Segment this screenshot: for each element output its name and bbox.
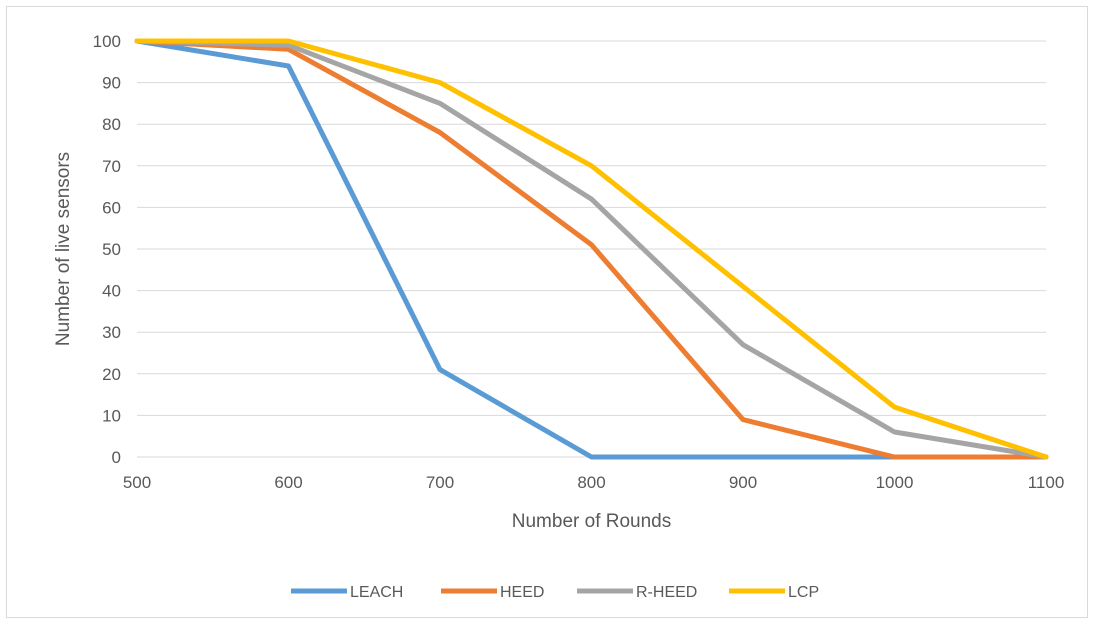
y-tick-label: 80	[102, 115, 121, 134]
legend-label: HEED	[500, 584, 544, 601]
y-tick-label: 20	[102, 365, 121, 384]
y-tick-label: 90	[102, 74, 121, 93]
y-tick-label: 100	[93, 32, 121, 51]
legend-item-lcp: LCP	[729, 584, 819, 601]
legend-label: R-HEED	[636, 584, 697, 601]
x-tick-label: 600	[274, 473, 302, 492]
y-axis-title: Number of live sensors	[53, 152, 74, 346]
x-tick-label: 800	[577, 473, 605, 492]
x-tick-label: 900	[729, 473, 757, 492]
y-tick-label: 60	[102, 198, 121, 217]
x-tick-label: 1000	[876, 473, 914, 492]
y-tick-label: 70	[102, 157, 121, 176]
gridlines	[137, 40, 1046, 458]
x-tick-label: 500	[123, 473, 151, 492]
legend-label: LEACH	[350, 584, 403, 601]
legend-item-r-heed: R-HEED	[577, 584, 697, 601]
y-tick-labels: 0 10 20 30 40 50 60 70 80 90 100	[93, 32, 121, 467]
y-tick-label: 40	[102, 282, 121, 301]
y-tick-label: 30	[102, 323, 121, 342]
y-tick-label: 50	[102, 240, 121, 259]
x-tick-label: 1100	[1028, 473, 1065, 492]
series-line-lcp	[134, 38, 1049, 460]
legend-label: LCP	[788, 584, 819, 601]
y-tick-label: 10	[102, 406, 121, 425]
legend: LEACH HEED R-HEED LCP	[291, 584, 819, 601]
x-tick-labels: 500 600 700 800 900 1000 1100	[123, 473, 1064, 492]
legend-item-heed: HEED	[441, 584, 544, 601]
x-axis-title: Number of Rounds	[512, 511, 671, 532]
series-line-r-heed	[134, 38, 1049, 460]
y-tick-label: 0	[112, 448, 121, 467]
x-tick-label: 700	[426, 473, 454, 492]
legend-item-leach: LEACH	[291, 584, 403, 601]
series-line-heed	[134, 38, 1049, 460]
series-lines	[134, 38, 1049, 460]
chart-frame	[6, 6, 1088, 618]
